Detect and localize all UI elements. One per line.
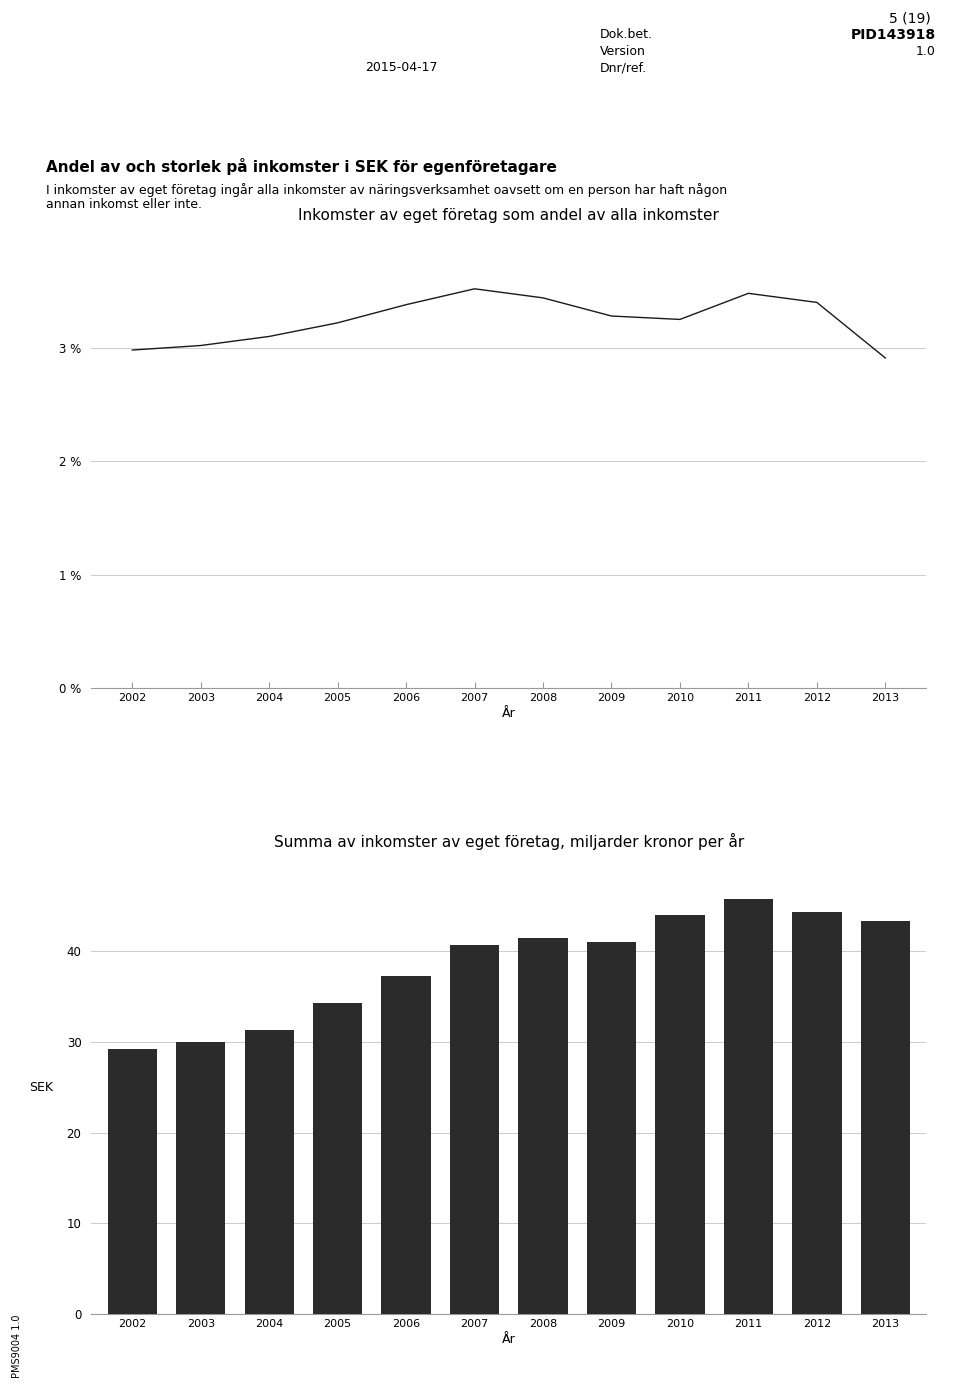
Bar <box>450 944 499 1314</box>
Text: Version: Version <box>600 45 646 57</box>
Text: annan inkomst eller inte.: annan inkomst eller inte. <box>46 198 202 211</box>
Bar <box>587 942 636 1314</box>
Text: 1.0: 1.0 <box>916 45 936 57</box>
Text: PID143918: PID143918 <box>851 28 936 42</box>
Bar <box>108 1049 156 1314</box>
Text: Dnr/ref.: Dnr/ref. <box>600 61 647 74</box>
Text: Andel av och storlek på inkomster i SEK för egenföretagare: Andel av och storlek på inkomster i SEK … <box>46 158 557 174</box>
Bar <box>381 975 431 1314</box>
X-axis label: År: År <box>502 1334 516 1346</box>
Bar <box>656 915 705 1314</box>
Y-axis label: SEK: SEK <box>30 1081 54 1094</box>
Bar <box>792 912 842 1314</box>
Bar <box>724 898 773 1314</box>
Text: I inkomster av eget företag ingår alla inkomster av näringsverksamhet oavsett om: I inkomster av eget företag ingår alla i… <box>46 183 728 197</box>
Title: Summa av inkomster av eget företag, miljarder kronor per år: Summa av inkomster av eget företag, milj… <box>274 833 744 850</box>
Bar <box>245 1030 294 1314</box>
Title: Inkomster av eget företag som andel av alla inkomster: Inkomster av eget företag som andel av a… <box>299 208 719 223</box>
Text: 2015-04-17: 2015-04-17 <box>365 61 438 74</box>
Text: 5 (19): 5 (19) <box>890 11 931 25</box>
X-axis label: År: År <box>502 707 516 720</box>
Bar <box>176 1042 226 1314</box>
Bar <box>518 937 567 1314</box>
Text: Dok.bet.: Dok.bet. <box>600 28 653 40</box>
Bar <box>861 921 910 1314</box>
Bar <box>313 1003 362 1314</box>
Text: PMS9004 1.0: PMS9004 1.0 <box>12 1314 21 1378</box>
